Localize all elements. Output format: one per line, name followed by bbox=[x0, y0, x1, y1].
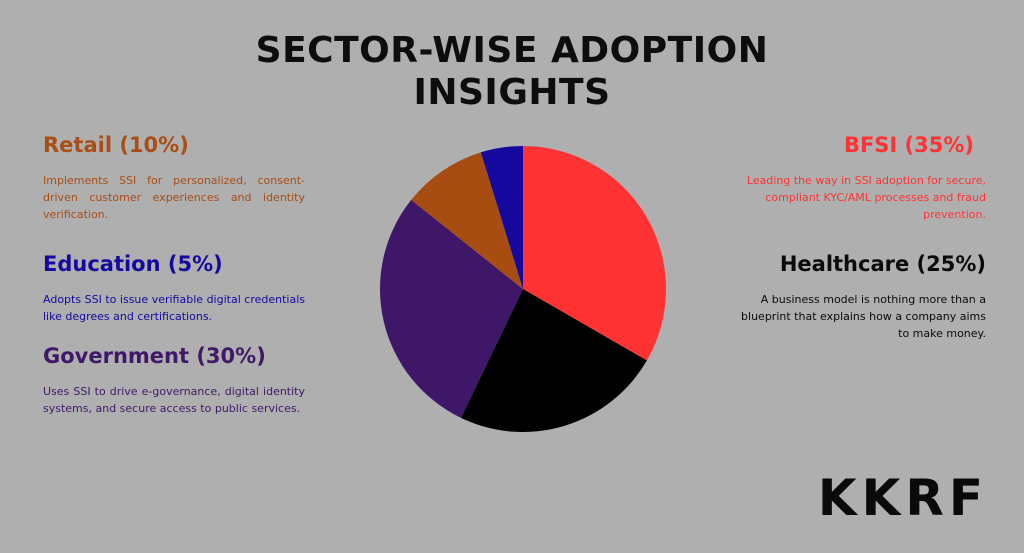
government-section: Government (30%) Uses SSI to drive e-gov… bbox=[43, 343, 305, 417]
pie-slice-healthcare bbox=[460, 289, 647, 432]
government-description: Uses SSI to drive e-governance, digital … bbox=[43, 385, 305, 415]
pie-slice-government bbox=[380, 199, 523, 418]
title-line-1: SECTOR-WISE ADOPTION bbox=[255, 30, 769, 71]
sector-pie-chart bbox=[380, 146, 666, 432]
pie-slice-bfsi bbox=[523, 146, 666, 361]
government-heading: Government (30%) bbox=[43, 344, 266, 368]
education-description: Adopts SSI to issue verifiable digital c… bbox=[43, 293, 305, 323]
healthcare-section: Healthcare (25%) A business model is not… bbox=[716, 251, 986, 342]
education-heading: Education (5%) bbox=[43, 252, 223, 276]
retail-section: Retail (10%) Implements SSI for personal… bbox=[43, 132, 305, 223]
title-line-2: INSIGHTS bbox=[413, 72, 611, 113]
retail-heading: Retail (10%) bbox=[43, 133, 189, 157]
bfsi-heading: BFSI (35%) bbox=[843, 133, 974, 157]
healthcare-heading: Healthcare (25%) bbox=[779, 252, 986, 276]
page-title: SECTOR-WISE ADOPTION INSIGHTS bbox=[0, 30, 1024, 114]
pie-slice-retail bbox=[411, 152, 523, 289]
retail-description: Implements SSI for personalized, consent… bbox=[43, 174, 305, 221]
bfsi-description: Leading the way in SSI adoption for secu… bbox=[746, 174, 986, 221]
healthcare-description: A business model is nothing more than a … bbox=[741, 293, 986, 340]
pie-slice-education bbox=[480, 146, 523, 289]
kkrf-logo: KKRF bbox=[817, 469, 988, 527]
education-section: Education (5%) Adopts SSI to issue verif… bbox=[43, 251, 305, 325]
bfsi-section: BFSI (35%) Leading the way in SSI adopti… bbox=[716, 132, 986, 223]
